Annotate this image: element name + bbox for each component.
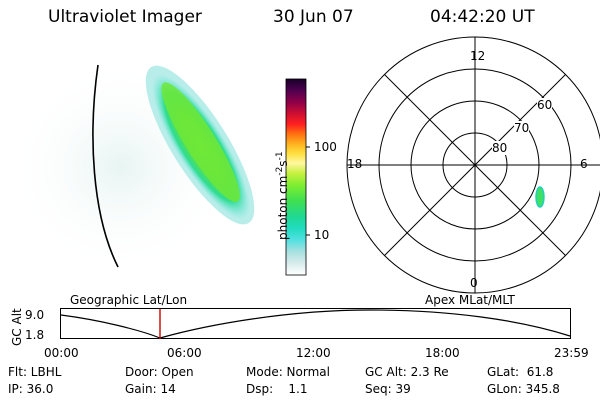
polar-label-0: 0 <box>470 276 478 290</box>
terminator-line <box>92 64 119 268</box>
auroral-image <box>10 62 255 272</box>
timeline-y-top: 9.0 <box>25 308 45 322</box>
info-gc-alt: GC Alt: 2.3 Re <box>365 365 449 379</box>
colorbar-tick-100: 100 <box>314 140 337 154</box>
x-tick-1200: 12:00 <box>296 346 331 360</box>
colorbar-tick-10: 10 <box>314 228 330 242</box>
colorbar-unit-label: photon cm-2s-1 <box>275 151 290 240</box>
polar-lat-80: 80 <box>492 141 508 155</box>
info-seq: Seq: 39 <box>365 382 411 396</box>
polar-label-18: 18 <box>347 157 363 171</box>
colorbar <box>285 78 310 276</box>
timeline-label-geographic: Geographic Lat/Lon <box>70 293 188 307</box>
polar-label-6: 6 <box>580 157 588 171</box>
timeline-label-apex: Apex MLat/MLT <box>425 293 515 307</box>
info-gain: Gain: 14 <box>125 382 176 396</box>
timeline-axis-label: GC Alt <box>10 308 24 346</box>
polar-plot <box>346 36 600 294</box>
polar-label-12: 12 <box>470 49 486 63</box>
time-label: 04:42:20 UT <box>430 7 535 27</box>
aurora-oval <box>145 65 255 225</box>
timeline-y-bottom: 1.8 <box>25 328 45 342</box>
x-tick-2359: 23:59 <box>554 346 589 360</box>
polar-lat-70: 70 <box>514 121 530 135</box>
altitude-curve <box>60 309 571 339</box>
info-glat: GLat: 61.8 <box>487 365 554 379</box>
timeline-plot <box>60 308 571 339</box>
polar-aurora-spot <box>535 186 545 208</box>
instrument-title: Ultraviolet Imager <box>48 7 202 27</box>
info-filter: Flt: LBHL <box>8 365 62 379</box>
info-glon: GLon: 345.8 <box>487 382 560 396</box>
x-tick-1800: 18:00 <box>425 346 460 360</box>
polar-lat-60: 60 <box>537 98 553 112</box>
info-dsp: Dsp: 1.1 <box>246 382 308 396</box>
info-ip: IP: 36.0 <box>8 382 54 396</box>
date-label: 30 Jun 07 <box>273 7 354 27</box>
x-tick-0000: 00:00 <box>44 346 79 360</box>
x-tick-0600: 06:00 <box>167 346 202 360</box>
info-mode: Mode: Normal <box>246 365 330 379</box>
info-door: Door: Open <box>125 365 194 379</box>
